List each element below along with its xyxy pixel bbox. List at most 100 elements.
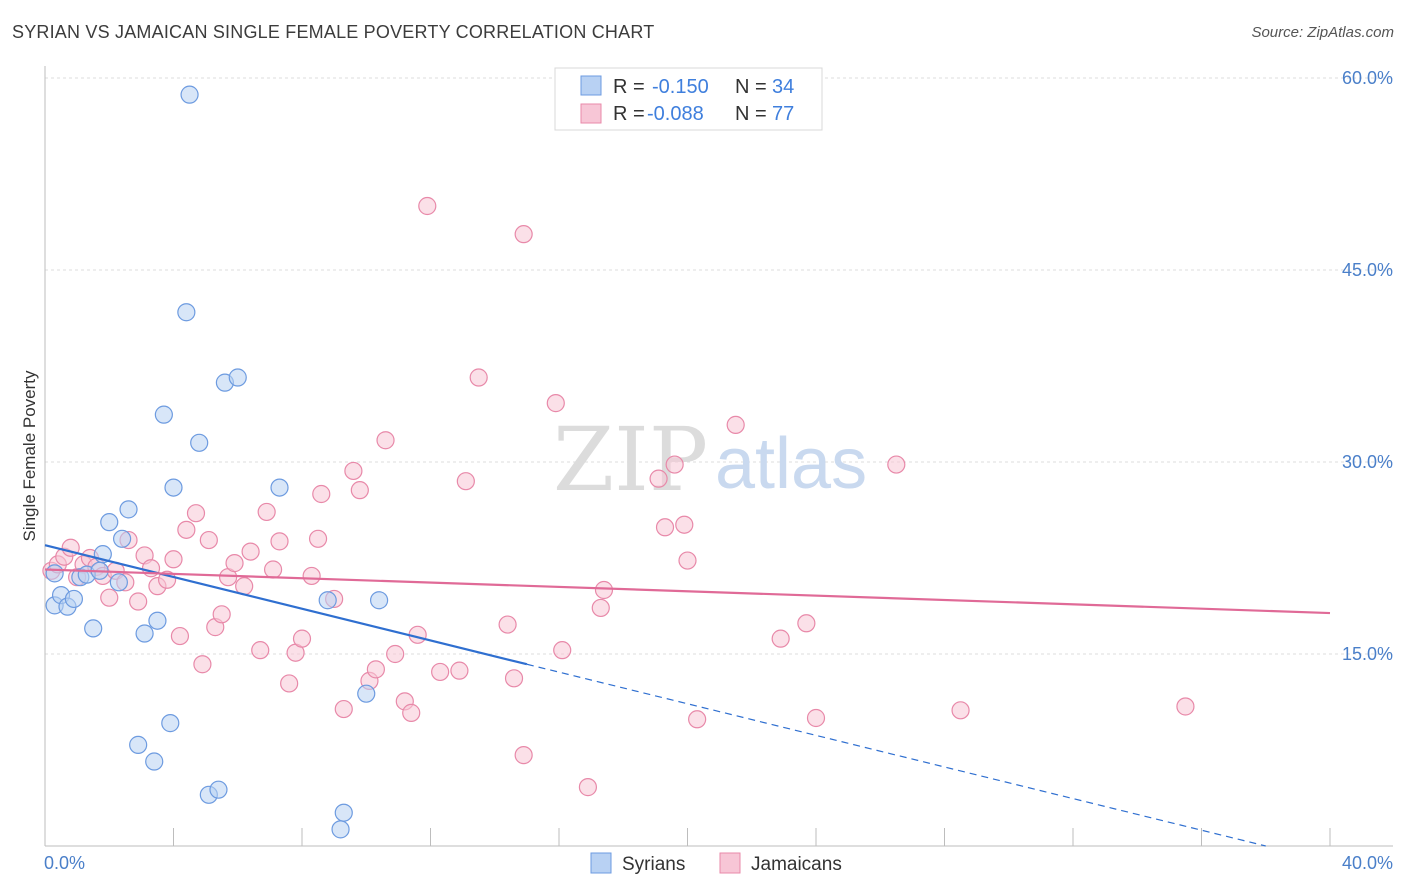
jamaicans-point — [308, 529, 328, 548]
jamaicans-point — [797, 614, 816, 633]
syrians-point — [109, 573, 128, 592]
jamaicans-points — [42, 196, 1195, 797]
jamaicans-point — [177, 520, 196, 539]
jamaicans-point — [302, 566, 321, 586]
legend-syrians-swatch — [580, 75, 602, 96]
syrians-point — [228, 368, 247, 387]
jamaicans-point — [431, 662, 450, 682]
syrians-point — [180, 85, 199, 104]
series-legend-syrians-label: Syrians — [622, 854, 685, 875]
y-axis-label: Single Female Poverty — [20, 370, 39, 542]
syrians-point — [190, 433, 209, 452]
syrians-point — [135, 624, 154, 643]
syrians-point — [370, 591, 389, 610]
syrians-point — [161, 714, 180, 733]
jamaicans-point — [212, 605, 231, 624]
jamaicans-point — [241, 542, 260, 561]
jamaicans-trend-line — [44, 568, 1331, 615]
syrians-point — [154, 405, 173, 424]
jamaicans-point — [350, 481, 369, 500]
syrians-point — [45, 564, 64, 583]
legend-jamaicans-swatch — [580, 103, 602, 124]
jamaicans-point — [402, 703, 421, 722]
trend-lines — [44, 544, 1331, 847]
watermark-zip: ZIP — [553, 408, 708, 511]
jamaicans-point — [951, 701, 970, 720]
jamaicans-point — [193, 655, 212, 674]
jamaicans-point — [688, 710, 707, 729]
jamaicans-point — [450, 661, 469, 680]
jamaicans-point — [334, 699, 353, 719]
jamaicans-point — [100, 588, 119, 607]
jamaicans-point — [594, 580, 614, 600]
syrians-point — [84, 619, 103, 638]
chart-title: SYRIAN VS JAMAICAN SINGLE FEMALE POVERTY… — [12, 22, 655, 42]
grid-lines — [45, 77, 1393, 655]
jamaicans-point — [469, 368, 488, 387]
syrians-point — [112, 529, 132, 548]
jamaicans-point — [591, 598, 610, 618]
jamaicans-point — [129, 592, 148, 611]
syrians-point — [177, 303, 196, 322]
syrians-point — [318, 591, 337, 610]
jamaicans-point — [270, 532, 289, 551]
legend-n-label-jamaicans: N = — [735, 103, 767, 125]
jamaicans-point — [292, 629, 312, 648]
jamaicans-point — [164, 550, 183, 569]
x-tick-label-max: 40.0% — [1342, 853, 1393, 873]
legend-r-label-syrians: R = — [613, 76, 645, 98]
jamaicans-point — [553, 641, 572, 660]
jamaicans-point — [251, 641, 270, 660]
jamaicans-point — [887, 455, 906, 474]
syrians-point — [164, 478, 183, 497]
syrians-trend-line — [44, 544, 528, 666]
jamaicans-point — [578, 778, 598, 797]
legend-n-value-jamaicans: 77 — [772, 103, 794, 125]
y-tick-label: 30.0% — [1342, 452, 1393, 472]
syrians-trend-extension — [526, 663, 1266, 847]
syrians-point — [331, 820, 350, 839]
jamaicans-point — [649, 469, 668, 488]
jamaicans-point — [504, 669, 524, 688]
jamaicans-point — [678, 551, 697, 570]
jamaicans-point — [546, 394, 565, 413]
legend-r-value-syrians: -0.150 — [652, 76, 709, 98]
jamaicans-point — [514, 225, 533, 244]
x-tick-label-min: 0.0% — [44, 853, 85, 873]
jamaicans-point — [225, 554, 244, 573]
syrians-point — [357, 684, 376, 703]
jamaicans-point — [771, 629, 790, 648]
jamaicans-point — [675, 515, 694, 534]
syrians-point — [334, 803, 353, 822]
jamaicans-point — [456, 472, 475, 491]
jamaicans-point — [514, 746, 533, 765]
source-label: Source: ZipAtlas.com — [1251, 24, 1394, 41]
syrians-point — [209, 780, 228, 799]
y-tick-label: 60.0% — [1342, 68, 1393, 88]
jamaicans-point — [199, 530, 218, 550]
jamaicans-point — [366, 660, 385, 679]
y-tick-label: 45.0% — [1342, 260, 1393, 280]
jamaicans-point — [170, 626, 190, 646]
legend-r-value-jamaicans: -0.088 — [647, 103, 704, 125]
jamaicans-point — [498, 615, 517, 634]
syrians-point — [270, 478, 289, 497]
syrians-point — [100, 513, 119, 532]
syrians-point — [64, 589, 84, 609]
series-legend: Syrians Jamaicans — [590, 852, 842, 875]
jamaicans-point — [665, 455, 684, 474]
jamaicans-point — [263, 560, 283, 579]
y-tick-labels: 15.0% 30.0% 45.0% 60.0% — [1342, 68, 1393, 664]
legend-n-label-syrians: N = — [735, 76, 767, 98]
series-legend-jamaicans-label: Jamaicans — [751, 854, 842, 875]
jamaicans-point — [344, 461, 363, 481]
jamaicans-point — [726, 415, 745, 434]
legend-r-label-jamaicans: R = — [613, 103, 645, 125]
syrians-point — [119, 500, 138, 519]
y-tick-label: 15.0% — [1342, 644, 1393, 664]
jamaicans-point — [806, 708, 826, 728]
syrians-points — [45, 85, 389, 839]
series-legend-syrians-swatch — [590, 852, 612, 874]
jamaicans-point — [655, 518, 675, 537]
legend-n-value-syrians: 34 — [772, 76, 794, 98]
